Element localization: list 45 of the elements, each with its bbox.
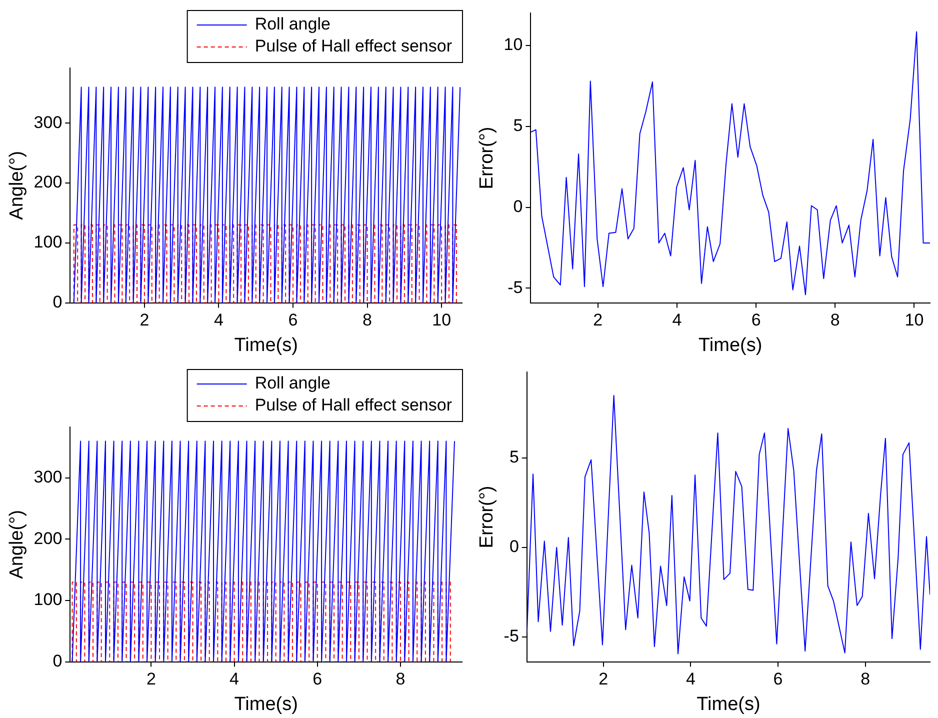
x-tick-label: 2 — [140, 310, 150, 330]
y-axis-title: Angle(°) — [6, 150, 28, 220]
x-tick-label: 10 — [432, 310, 452, 330]
y-tick-label: -5 — [504, 626, 519, 646]
y-tick-label: 200 — [34, 528, 62, 548]
y-tick-label: 5 — [509, 448, 519, 467]
y-tick-label: 0 — [52, 292, 62, 312]
legend-label: Pulse of Hall effect sensor — [254, 36, 452, 56]
y-tick-label: 5 — [513, 116, 523, 136]
legend-label: Pulse of Hall effect sensor — [254, 396, 452, 415]
y-tick-label: 200 — [34, 172, 62, 192]
x-tick-label: 6 — [751, 310, 761, 330]
x-tick-label: 4 — [686, 670, 696, 689]
x-tick-label: 8 — [860, 670, 870, 689]
x-tick-label: 4 — [672, 310, 682, 330]
x-tick-label: 2 — [593, 310, 603, 330]
x-axis-title: Time(s) — [696, 694, 760, 715]
x-tick-label: 6 — [288, 310, 298, 330]
x-tick-label: 8 — [362, 310, 372, 330]
x-axis-title: Time(s) — [698, 334, 762, 356]
x-tick-label: 10 — [904, 310, 924, 330]
y-tick-label: 100 — [34, 590, 62, 610]
y-tick-label: 0 — [509, 537, 519, 556]
x-tick-label: 2 — [598, 670, 608, 689]
x-axis-title: Time(s) — [234, 334, 298, 356]
x-tick-label: 8 — [830, 310, 840, 330]
y-tick-label: -5 — [508, 278, 523, 297]
x-axis-title: Time(s) — [234, 694, 298, 715]
y-tick-label: 0 — [52, 651, 62, 670]
x-tick-label: 4 — [230, 670, 240, 689]
y-tick-label: 10 — [504, 35, 523, 54]
y-tick-label: 0 — [513, 197, 523, 216]
x-tick-label: 4 — [214, 310, 224, 330]
x-tick-label: 8 — [396, 670, 406, 689]
y-axis-title: Error(°) — [476, 126, 498, 190]
y-tick-label: 100 — [34, 232, 62, 252]
y-axis-title: Error(°) — [476, 486, 498, 548]
legend-label: Roll angle — [254, 14, 330, 34]
x-tick-label: 2 — [146, 670, 156, 689]
x-tick-label: 6 — [773, 670, 783, 689]
y-axis-title: Angle(°) — [6, 510, 28, 579]
y-tick-label: 300 — [34, 468, 62, 487]
y-tick-label: 300 — [34, 112, 62, 132]
x-tick-label: 6 — [312, 670, 322, 689]
legend-label: Roll angle — [254, 374, 330, 393]
